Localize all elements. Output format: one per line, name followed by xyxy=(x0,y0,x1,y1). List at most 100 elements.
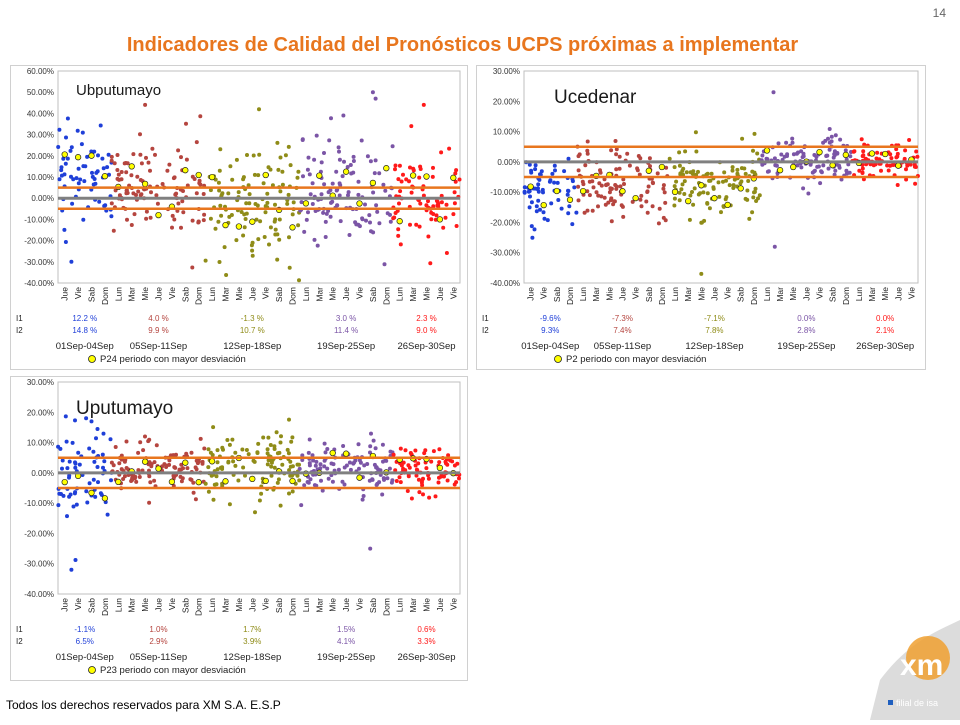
indicator-value: -7.1% xyxy=(704,314,725,323)
data-point xyxy=(225,438,230,442)
data-point xyxy=(618,184,623,189)
data-point xyxy=(684,170,689,175)
data-point xyxy=(428,261,433,266)
data-point xyxy=(214,474,219,479)
data-point xyxy=(124,170,129,175)
data-point xyxy=(206,489,211,494)
data-point xyxy=(287,491,291,496)
data-point xyxy=(398,189,403,194)
data-point xyxy=(257,498,262,503)
max-deviation-point xyxy=(356,474,363,481)
data-point xyxy=(765,169,770,174)
data-point xyxy=(84,489,89,494)
data-point xyxy=(211,425,216,430)
y-tick-label: 0.00% xyxy=(31,194,54,203)
x-tick-label: Sab xyxy=(87,287,97,302)
x-tick-label: Dom xyxy=(288,287,298,305)
y-tick-label: 0.00% xyxy=(31,469,54,478)
x-tick-label: Mie xyxy=(234,598,244,612)
data-point xyxy=(181,466,185,471)
data-point xyxy=(124,466,129,470)
data-point xyxy=(219,213,224,218)
max-deviation-point xyxy=(168,478,176,485)
data-point xyxy=(69,145,74,150)
indicator-value: 9.9 % xyxy=(148,326,168,335)
max-deviation-point xyxy=(579,187,587,195)
data-point xyxy=(190,265,195,270)
data-point xyxy=(56,503,61,508)
data-point xyxy=(242,225,247,230)
data-point xyxy=(693,130,698,135)
x-tick-label: Mie xyxy=(880,287,890,301)
max-deviation-point xyxy=(540,201,547,209)
data-point xyxy=(645,190,650,194)
data-point xyxy=(290,212,295,217)
data-point xyxy=(590,208,595,213)
data-point xyxy=(825,153,830,158)
data-point xyxy=(233,463,238,468)
data-point xyxy=(263,204,268,209)
y-tick-label: 10.00% xyxy=(27,439,54,448)
data-point xyxy=(129,223,134,227)
chart-title: Ucedenar xyxy=(554,87,637,108)
data-point xyxy=(153,152,157,157)
data-point xyxy=(348,163,353,167)
data-point xyxy=(638,156,643,161)
data-point xyxy=(417,224,422,229)
data-point xyxy=(242,212,247,217)
data-point xyxy=(417,175,422,180)
data-point xyxy=(109,478,113,483)
data-point xyxy=(536,182,541,187)
x-tick-label: Jue xyxy=(60,287,70,301)
data-point xyxy=(189,450,194,455)
data-point xyxy=(915,154,920,159)
data-point xyxy=(190,218,195,223)
data-point xyxy=(322,151,326,155)
max-deviation-point xyxy=(527,183,534,190)
data-point xyxy=(452,201,457,206)
data-point xyxy=(224,273,229,277)
data-point xyxy=(552,163,557,168)
data-point xyxy=(829,139,834,144)
data-point xyxy=(184,121,188,126)
data-point xyxy=(63,414,68,419)
data-point xyxy=(585,148,590,153)
data-point xyxy=(196,219,201,224)
data-point xyxy=(698,191,702,196)
data-point xyxy=(454,168,459,173)
data-point xyxy=(296,223,301,228)
data-point xyxy=(262,235,267,239)
data-point xyxy=(401,466,406,471)
x-tick-label: Jue xyxy=(618,287,628,301)
data-point xyxy=(602,195,607,200)
max-deviation-point xyxy=(711,195,718,202)
data-point xyxy=(705,191,710,196)
data-point xyxy=(717,194,722,199)
data-point xyxy=(411,168,416,173)
data-point xyxy=(750,169,755,174)
data-point xyxy=(329,116,333,121)
data-point xyxy=(155,201,160,206)
x-tick-label: Jue xyxy=(247,287,257,301)
data-point xyxy=(244,201,249,206)
data-point xyxy=(73,461,78,466)
indicator-value: -1.3 % xyxy=(241,314,264,323)
data-point xyxy=(278,440,283,445)
data-point xyxy=(608,187,613,192)
data-point xyxy=(256,173,261,178)
data-point xyxy=(289,439,294,444)
data-point xyxy=(576,154,581,159)
data-point xyxy=(393,211,398,215)
data-point xyxy=(211,497,216,502)
data-point xyxy=(904,167,908,172)
y-tick-label: 60.00% xyxy=(27,67,54,76)
data-point xyxy=(821,163,826,168)
data-point xyxy=(409,190,414,195)
x-tick-label: Jue xyxy=(435,598,445,612)
data-point xyxy=(529,224,534,229)
data-point xyxy=(81,217,86,222)
data-point xyxy=(112,161,117,166)
data-point xyxy=(527,205,532,210)
data-point xyxy=(585,189,590,194)
data-point xyxy=(701,190,706,195)
